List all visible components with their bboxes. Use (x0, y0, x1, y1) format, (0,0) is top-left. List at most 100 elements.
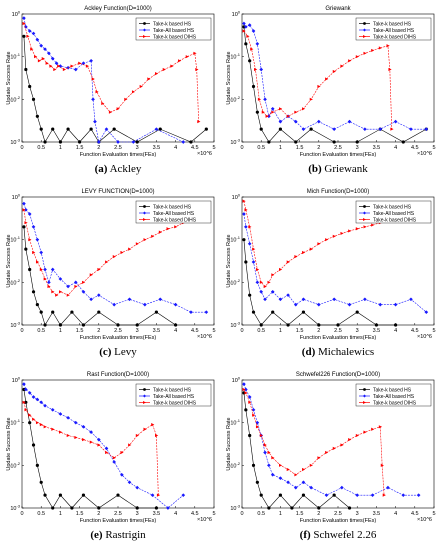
data-point (252, 247, 256, 251)
data-point (35, 260, 40, 264)
y-tick-label: 100 (12, 10, 21, 19)
data-point (263, 450, 267, 455)
data-point (278, 127, 282, 131)
caption-name: Griewank (322, 163, 369, 175)
plot-title: LEVY FUNCTION(D=1000) (81, 189, 154, 195)
data-point (416, 493, 421, 497)
data-point (242, 238, 246, 242)
plot-title: Schwefel226 Function(D=1000) (296, 372, 380, 378)
data-point (166, 227, 170, 231)
data-point (35, 463, 39, 467)
data-point (154, 310, 158, 314)
data-point (195, 67, 199, 72)
data-point (255, 110, 259, 114)
data-point (22, 225, 26, 229)
data-point (97, 443, 101, 447)
y-axis-label: Update Success Rate (226, 234, 232, 287)
data-point (62, 67, 67, 72)
data-point (24, 221, 28, 225)
data-point (143, 427, 147, 431)
data-point (189, 310, 193, 314)
y-tick-label: 100 (12, 193, 21, 202)
x-tick-label: 3.5 (153, 145, 161, 151)
caption-name: Michalewics (315, 346, 374, 358)
data-point (371, 223, 375, 227)
y-tick-label: 100 (232, 10, 241, 19)
data-point (51, 427, 55, 431)
x-tick-label: 2.5 (114, 511, 122, 517)
panel-caption: (d) Michalewics (302, 346, 374, 358)
data-point (31, 224, 36, 229)
data-point (155, 72, 159, 76)
data-point (24, 247, 28, 251)
data-point (59, 290, 63, 294)
panel-c: LEVY FUNCTION(D=1000) 0 0.5 1 1.5 2 2.5 3 3.5 4 4.… (6, 189, 216, 358)
data-point (57, 64, 61, 68)
x-tick-label: 4 (394, 511, 397, 517)
data-point (242, 199, 246, 203)
data-point (89, 440, 93, 444)
data-point (31, 31, 36, 36)
x-axis-label: Function Evaluation times(FEs) (300, 152, 377, 158)
data-point (22, 400, 26, 404)
legend-label: Take-k based DIHS (153, 400, 197, 406)
data-point (309, 247, 313, 251)
legend-label: Take-k based DIHS (373, 217, 417, 223)
y-tick-label: 10-2 (10, 278, 20, 287)
data-point (24, 208, 28, 212)
plot-title: Mich Function(D=1000) (307, 189, 370, 195)
data-point (66, 433, 70, 438)
data-point (242, 25, 246, 29)
caption-name: Ackley (107, 163, 141, 175)
data-point (135, 140, 139, 144)
data-point (58, 493, 63, 497)
data-point (382, 493, 386, 497)
data-point (348, 59, 352, 63)
x-tick-label: 1.5 (296, 145, 304, 151)
data-point (51, 310, 55, 314)
data-point (242, 21, 246, 26)
plot-title: Rast Function(D=1000) (87, 372, 149, 378)
x-tick-label: 4.5 (411, 145, 419, 151)
data-point (294, 140, 298, 144)
data-point (43, 425, 47, 429)
data-point (28, 421, 32, 425)
series-line (243, 201, 419, 287)
data-point (363, 51, 367, 55)
data-point (51, 127, 55, 131)
legend-label: Take-k based DIHS (373, 400, 417, 406)
legend-marker (363, 218, 366, 221)
legend-label: Take-k based HS (153, 387, 192, 393)
x-tick-label: 0.5 (37, 328, 45, 334)
data-point (58, 323, 63, 327)
panel-caption: (f) Schwefel 2.26 (300, 529, 377, 541)
caption-letter: (d) (302, 346, 316, 358)
data-point (135, 323, 139, 327)
data-point (336, 323, 340, 327)
data-point (332, 446, 336, 450)
legend-box (135, 200, 212, 224)
x-tick-label: 1 (279, 328, 282, 334)
data-point (166, 506, 170, 510)
data-point (96, 140, 101, 144)
y-tick-label: 10-1 (230, 235, 240, 244)
data-point (97, 310, 101, 314)
x-tick-label: 3.5 (373, 328, 381, 334)
legend-marker (363, 401, 366, 404)
x-tick-label: 3 (136, 328, 139, 334)
data-point (39, 250, 44, 255)
x-tick-label: 3 (356, 145, 359, 151)
data-point (116, 493, 120, 497)
data-point (250, 47, 254, 51)
data-point (189, 140, 193, 144)
data-point (101, 101, 105, 106)
data-point (393, 302, 398, 307)
data-point (39, 480, 43, 484)
legend-label: Take-k based HS (373, 204, 412, 210)
legend-marker (143, 388, 146, 391)
data-point (255, 267, 260, 272)
data-point (58, 140, 63, 144)
data-point (317, 242, 321, 246)
x-tick-label: 4 (174, 511, 177, 517)
y-axis-label: Update Success Rate (6, 417, 12, 470)
